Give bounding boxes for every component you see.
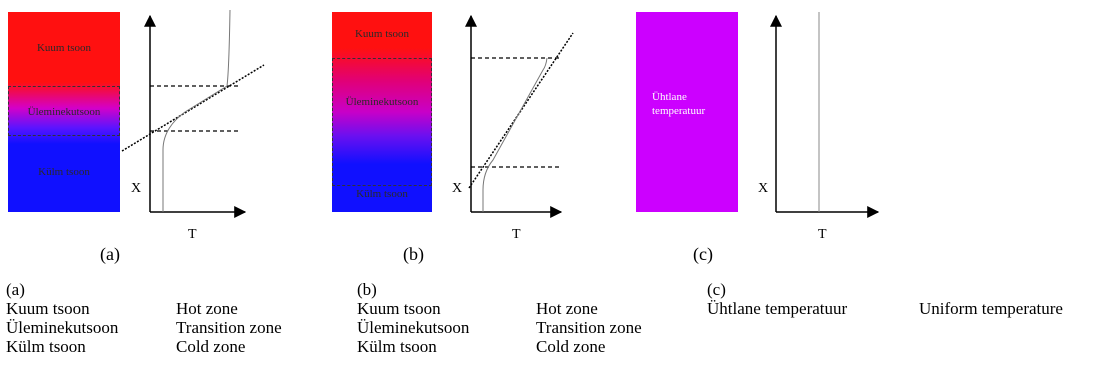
linear-gradient-line (121, 64, 265, 152)
cold-zone-label: Külm tsoon (356, 188, 408, 200)
cold-zone-label: Külm tsoon (38, 166, 90, 178)
legend-term-et: Ühtlane temperatuur (707, 299, 848, 318)
legend-term-et: Üleminekutsoon (357, 318, 470, 337)
transition-zone-box (8, 86, 120, 136)
legend-term-en: Hot zone (176, 299, 238, 318)
hot-zone-label: Kuum tsoon (36, 42, 92, 54)
x-axis-label: X (452, 181, 462, 196)
t-axis-label: T (188, 227, 197, 242)
linear-gradient-line (468, 32, 574, 189)
legend-term-en: Hot zone (536, 299, 598, 318)
legend-caption: (c) (707, 280, 726, 299)
transition-zone-box (332, 58, 432, 186)
temperature-column-a: Kuum tsoon Üleminekutsoon Külm tsoon (8, 12, 120, 212)
temperature-profile-plot-b: X T (452, 14, 574, 242)
temperature-column-b: Kuum tsoon Üleminekutsoon Külm tsoon (332, 12, 432, 212)
panel-b-diagram: Kuum tsoon Üleminekutsoon Külm tsoon X T… (325, 0, 615, 270)
legend-term-et: Üleminekutsoon (6, 318, 119, 337)
panel-a-caption: (a) (100, 244, 120, 264)
panel-c-diagram: Ühtlane temperatuur X T (c) (630, 0, 890, 270)
transition-zone-label: Üleminekutsoon (27, 106, 101, 118)
x-axis-label: X (758, 181, 768, 196)
legend-caption: (a) (6, 280, 25, 299)
legend-term-en: Transition zone (176, 318, 282, 337)
legend-term-en: Uniform temperature (919, 299, 1063, 318)
legend-term-et: Külm tsoon (357, 337, 437, 356)
legend-term-et: Külm tsoon (6, 337, 86, 356)
legend-caption: (b) (357, 280, 377, 299)
legend-term-et: Kuum tsoon (357, 299, 441, 318)
temperature-column-c: Ühtlane temperatuur (636, 12, 738, 212)
panel-a-diagram: Kuum tsoon Üleminekutsoon Külm tsoon X T… (0, 0, 300, 270)
legend-term-en: Transition zone (536, 318, 642, 337)
transition-zone-label: Üleminekutsoon (345, 96, 419, 108)
t-axis-label: T (512, 227, 521, 242)
x-axis-label: X (131, 181, 141, 196)
uniform-zone-label: Ühtlane temperatuur (652, 91, 706, 117)
legend-term-et: Kuum tsoon (6, 299, 90, 318)
panel-c-caption: (c) (693, 244, 713, 264)
temperature-profile-plot-c: X T (758, 12, 880, 242)
hot-zone-label: Kuum tsoon (354, 28, 410, 40)
t-axis-label: T (818, 227, 827, 242)
panel-b-caption: (b) (403, 244, 424, 264)
legend-term-en: Cold zone (176, 337, 246, 356)
temperature-profile-plot-a: X T (121, 9, 265, 242)
temperature-profile-curve (162, 9, 231, 212)
legend-term-en: Cold zone (536, 337, 606, 356)
temperature-profile-curve (482, 57, 548, 212)
